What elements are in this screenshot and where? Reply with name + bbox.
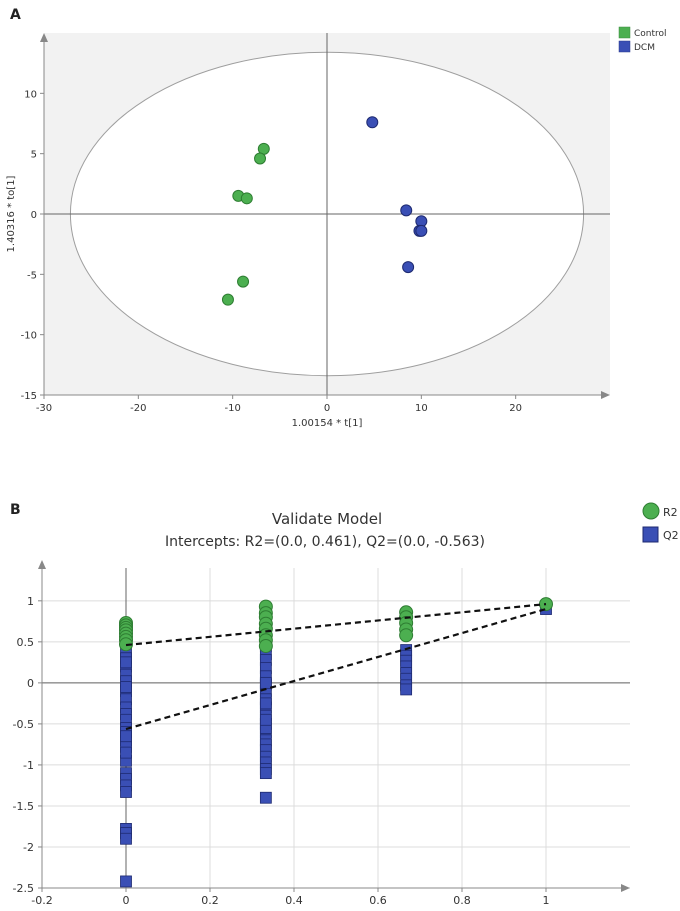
panel-a-x-tick-label: -20 <box>130 403 146 414</box>
panel-b-q2-point <box>120 656 132 669</box>
panel-b-r2-points <box>119 597 553 653</box>
panel-a-x-tick-label: 0 <box>324 403 330 414</box>
panel-b-x-tick-label: 0 <box>123 894 130 907</box>
panel-b-y-tick-label: 0 <box>27 677 34 690</box>
panel-a-y-axis-arrow <box>40 33 48 42</box>
panel-a-point-dcm <box>415 224 428 237</box>
panel-b-x-tick-label: 0.4 <box>285 894 303 907</box>
panel-b: B Validate Model Intercepts: R2=(0.0, 0.… <box>10 502 679 907</box>
panel-a-legend: Control DCM <box>618 26 667 53</box>
panel-b-y-tick-label: 1 <box>27 595 34 608</box>
panel-b-q2-point <box>259 697 272 710</box>
panel-b-legend: R2 Q2 <box>642 502 679 543</box>
panel-b-y-tick-label: -1 <box>23 759 34 772</box>
panel-b-q2-point <box>120 746 132 759</box>
panel-a-y-tick-label: -5 <box>27 270 37 281</box>
panel-b-q2-point <box>120 875 132 888</box>
panel-a-y-tick-label: 0 <box>31 210 37 221</box>
panel-b-r2-point <box>399 628 414 643</box>
panel-a-point-control <box>237 275 250 288</box>
panel-b-x-ticks: -0.2 0 0.2 0.4 0.6 0.8 1 <box>31 888 550 907</box>
panel-a-legend-label-control: Control <box>634 29 667 39</box>
panel-b-legend-label-r2: R2 <box>663 506 678 519</box>
panel-b-legend-marker-q2 <box>642 526 659 543</box>
panel-b-y-tick-label: -0.5 <box>13 718 34 731</box>
panel-a-point-dcm <box>402 261 415 274</box>
panel-a-point-dcm <box>400 204 413 217</box>
panel-a-y-tick-label: -15 <box>21 391 37 402</box>
panel-a-y-tick-label: 5 <box>31 150 37 161</box>
panel-b-q2-point <box>120 832 132 845</box>
panel-a-point-control <box>240 192 253 205</box>
panel-a-legend-swatch-control <box>618 26 631 39</box>
panel-a-point-dcm <box>366 116 379 129</box>
panel-b-x-tick-label: 0.2 <box>201 894 219 907</box>
panel-b-x-tick-label: 0.6 <box>369 894 387 907</box>
panel-b-q2-point <box>259 791 272 804</box>
panel-a-y-axis-label: 1.40316 * to[1] <box>6 175 17 252</box>
panel-b-x-axis-arrow <box>621 884 630 892</box>
panel-a-x-tick-label: -30 <box>36 403 52 414</box>
panel-b-q2-point <box>259 767 272 780</box>
panel-b-subtitle: Intercepts: R2=(0.0, 0.461), Q2=(0.0, -0… <box>165 534 485 550</box>
panel-b-q2-point <box>120 730 132 743</box>
panel-a-legend-label-dcm: DCM <box>634 43 655 53</box>
panel-a-x-axis-arrow <box>601 391 610 399</box>
panel-b-q2-point <box>259 676 272 689</box>
panel-b-y-tick-label: 0.5 <box>17 636 35 649</box>
panel-b-q2-point <box>120 681 132 693</box>
panel-b-title: Validate Model <box>272 510 382 528</box>
panel-b-x-tick-label: 1 <box>543 894 550 907</box>
panel-b-y-axis-arrow <box>38 560 46 569</box>
panel-b-y-tick-label: -2.5 <box>13 882 34 895</box>
panel-a-x-ticks: -30 -20 -10 0 10 20 <box>36 395 522 414</box>
panel-a-legend-swatch-dcm <box>618 40 631 53</box>
panel-a-x-tick-label: 20 <box>509 403 522 414</box>
panel-a-y-tick-label: -10 <box>21 331 37 342</box>
panel-b-q2-point <box>120 786 132 798</box>
panel-b-q2-points <box>120 603 552 888</box>
panel-b-q2-point <box>400 683 413 696</box>
panel-b-regression-line-q2 <box>125 607 547 731</box>
panel-a-label: A <box>10 7 21 23</box>
panel-b-x-tick-label: 0.8 <box>453 894 471 907</box>
panel-b-y-ticks: -2.5 -2 -1.5 -1 -0.5 0 0.5 1 <box>13 595 42 895</box>
panel-b-x-tick-label: -0.2 <box>31 894 52 907</box>
panel-a-x-axis-label: 1.00154 * t[1] <box>292 418 363 429</box>
panel-b-regression-line-r2 <box>125 603 547 647</box>
panel-a-y-tick-label: 10 <box>24 89 37 100</box>
panel-b-legend-marker-r2 <box>642 502 660 520</box>
panel-a-point-control <box>254 152 267 165</box>
panel-a: A -30 -20 -10 0 10 20 -15 -10 -5 0 5 10 1.00154 * … <box>6 7 667 429</box>
panel-a-x-tick-label: -10 <box>224 403 240 414</box>
panel-a-y-ticks: -15 -10 -5 0 5 10 <box>21 89 44 402</box>
panel-b-y-tick-label: -2 <box>23 841 34 854</box>
panel-a-points <box>221 116 428 306</box>
panel-b-label: B <box>10 502 21 518</box>
panel-b-q2-point <box>259 713 272 726</box>
panel-b-regression-lines <box>125 603 547 731</box>
panel-a-point-control <box>221 293 234 306</box>
panel-b-legend-label-q2: Q2 <box>663 529 679 542</box>
panel-b-r2-point <box>258 638 273 653</box>
panel-b-y-tick-label: -1.5 <box>13 800 34 813</box>
panel-a-x-tick-label: 10 <box>415 403 428 414</box>
